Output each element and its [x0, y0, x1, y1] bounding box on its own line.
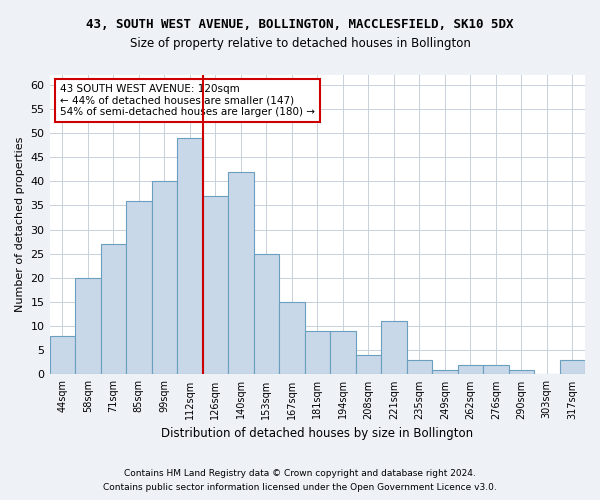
Text: Size of property relative to detached houses in Bollington: Size of property relative to detached ho…: [130, 38, 470, 51]
Bar: [254, 254, 279, 374]
Bar: [203, 196, 228, 374]
Text: Contains public sector information licensed under the Open Government Licence v3: Contains public sector information licen…: [103, 484, 497, 492]
Bar: [560, 360, 585, 374]
Text: Contains HM Land Registry data © Crown copyright and database right 2024.: Contains HM Land Registry data © Crown c…: [124, 468, 476, 477]
Y-axis label: Number of detached properties: Number of detached properties: [15, 137, 25, 312]
Bar: [330, 331, 356, 374]
X-axis label: Distribution of detached houses by size in Bollington: Distribution of detached houses by size …: [161, 427, 473, 440]
Bar: [305, 331, 330, 374]
Text: 43 SOUTH WEST AVENUE: 120sqm
← 44% of detached houses are smaller (147)
54% of s: 43 SOUTH WEST AVENUE: 120sqm ← 44% of de…: [60, 84, 315, 117]
Bar: [126, 200, 152, 374]
Bar: [432, 370, 458, 374]
Text: 43, SOUTH WEST AVENUE, BOLLINGTON, MACCLESFIELD, SK10 5DX: 43, SOUTH WEST AVENUE, BOLLINGTON, MACCL…: [86, 18, 514, 30]
Bar: [458, 365, 483, 374]
Bar: [50, 336, 75, 374]
Bar: [75, 278, 101, 374]
Bar: [407, 360, 432, 374]
Bar: [483, 365, 509, 374]
Bar: [228, 172, 254, 374]
Bar: [177, 138, 203, 374]
Bar: [279, 302, 305, 374]
Bar: [356, 355, 381, 374]
Bar: [101, 244, 126, 374]
Bar: [509, 370, 534, 374]
Bar: [381, 322, 407, 374]
Bar: [152, 181, 177, 374]
